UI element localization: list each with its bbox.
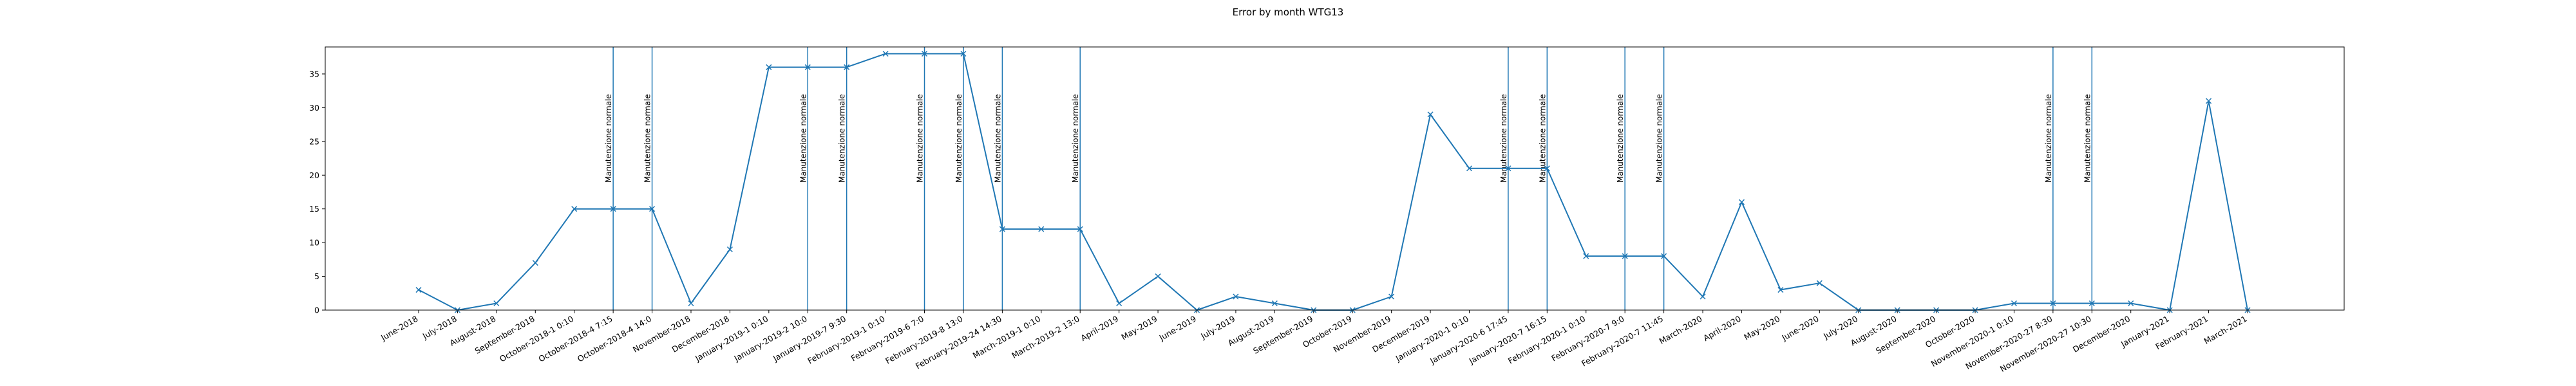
data-point bbox=[1816, 280, 1823, 286]
data-point bbox=[844, 64, 850, 70]
data-point bbox=[532, 260, 538, 266]
data-point bbox=[726, 246, 733, 253]
annotation-label: Manutenzione normale bbox=[2083, 94, 2092, 183]
data-point bbox=[1622, 253, 1628, 259]
y-tick-label: 15 bbox=[309, 204, 319, 214]
data-point bbox=[1700, 293, 1706, 300]
data-point bbox=[766, 64, 772, 70]
annotation-label: Manutenzione normale bbox=[1616, 94, 1625, 183]
annotation-label: Manutenzione normale bbox=[1538, 94, 1547, 183]
annotation-label: Manutenzione normale bbox=[604, 94, 613, 183]
data-point bbox=[688, 300, 694, 307]
annotation-label: Manutenzione normale bbox=[838, 94, 847, 183]
data-point bbox=[1271, 300, 1278, 307]
data-point bbox=[571, 206, 578, 212]
data-point bbox=[2050, 300, 2056, 307]
data-point bbox=[1777, 287, 1784, 293]
y-axis: 0 5 10 15 20 25 30 35 bbox=[309, 69, 325, 315]
y-tick-label: 10 bbox=[309, 238, 319, 248]
annotation-lines: Manutenzione normale Manutenzione normale… bbox=[604, 47, 2093, 310]
data-point bbox=[1505, 165, 1511, 172]
data-point bbox=[1544, 165, 1550, 172]
annotation-label: Manutenzione normale bbox=[2044, 94, 2053, 183]
data-point bbox=[1388, 293, 1395, 300]
data-point bbox=[1077, 226, 1083, 232]
data-point bbox=[1155, 273, 1161, 280]
y-tick-label: 0 bbox=[314, 306, 319, 315]
data-point bbox=[2011, 300, 2017, 307]
data-point bbox=[610, 206, 616, 212]
data-point bbox=[1466, 165, 1473, 172]
y-tick-label: 25 bbox=[309, 136, 319, 146]
data-point bbox=[1427, 111, 1434, 118]
plot-frame bbox=[325, 46, 2345, 311]
data-point bbox=[1233, 293, 1239, 300]
y-tick-label: 5 bbox=[314, 271, 319, 281]
data-point bbox=[1038, 226, 1045, 232]
data-point bbox=[1583, 253, 1589, 259]
annotation-label: Manutenzione normale bbox=[1499, 94, 1508, 183]
data-point bbox=[1738, 199, 1745, 205]
data-point bbox=[2206, 98, 2212, 104]
data-point bbox=[2088, 300, 2095, 307]
annotation-label: Manutenzione normale bbox=[954, 94, 963, 183]
annotation-label: Manutenzione normale bbox=[993, 94, 1002, 183]
annotation-label: Manutenzione normale bbox=[799, 94, 808, 183]
data-point bbox=[649, 206, 656, 212]
data-point bbox=[1661, 253, 1667, 259]
data-point bbox=[2128, 300, 2134, 307]
data-point bbox=[882, 50, 889, 57]
data-point bbox=[415, 287, 422, 293]
chart-title: Error by month WTG13 bbox=[1233, 6, 1344, 18]
y-tick-label: 20 bbox=[309, 170, 319, 180]
data-point bbox=[804, 64, 811, 70]
annotation-label: Manutenzione normale bbox=[1655, 94, 1664, 183]
annotation-label: Manutenzione normale bbox=[1071, 94, 1080, 183]
data-point bbox=[1116, 300, 1122, 307]
data-point bbox=[921, 50, 928, 57]
data-point bbox=[960, 50, 967, 57]
annotation-label: Manutenzione normale bbox=[643, 94, 652, 183]
y-tick-label: 30 bbox=[309, 103, 319, 113]
y-tick-label: 35 bbox=[309, 69, 319, 78]
data-point bbox=[493, 300, 500, 307]
data-point bbox=[999, 226, 1005, 232]
annotation-label: Manutenzione normale bbox=[916, 94, 925, 183]
